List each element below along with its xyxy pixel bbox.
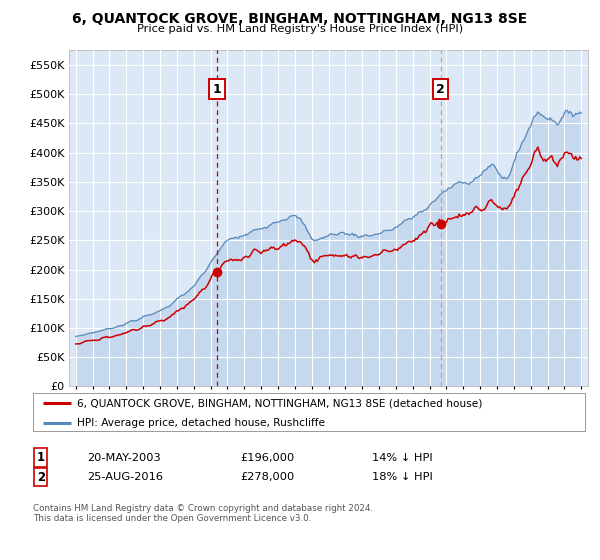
- Text: £196,000: £196,000: [240, 452, 294, 463]
- Text: 1: 1: [37, 451, 45, 464]
- Text: Contains HM Land Registry data © Crown copyright and database right 2024.
This d: Contains HM Land Registry data © Crown c…: [33, 504, 373, 524]
- Text: 6, QUANTOCK GROVE, BINGHAM, NOTTINGHAM, NG13 8SE (detached house): 6, QUANTOCK GROVE, BINGHAM, NOTTINGHAM, …: [77, 398, 482, 408]
- Text: 20-MAY-2003: 20-MAY-2003: [87, 452, 161, 463]
- Text: HPI: Average price, detached house, Rushcliffe: HPI: Average price, detached house, Rush…: [77, 418, 325, 428]
- Text: 25-AUG-2016: 25-AUG-2016: [87, 472, 163, 482]
- Text: Price paid vs. HM Land Registry's House Price Index (HPI): Price paid vs. HM Land Registry's House …: [137, 24, 463, 34]
- Text: 2: 2: [436, 82, 445, 96]
- Text: 18% ↓ HPI: 18% ↓ HPI: [372, 472, 433, 482]
- Text: 1: 1: [212, 82, 221, 96]
- Text: 6, QUANTOCK GROVE, BINGHAM, NOTTINGHAM, NG13 8SE: 6, QUANTOCK GROVE, BINGHAM, NOTTINGHAM, …: [73, 12, 527, 26]
- Text: £278,000: £278,000: [240, 472, 294, 482]
- Text: 2: 2: [37, 470, 45, 484]
- Text: 14% ↓ HPI: 14% ↓ HPI: [372, 452, 433, 463]
